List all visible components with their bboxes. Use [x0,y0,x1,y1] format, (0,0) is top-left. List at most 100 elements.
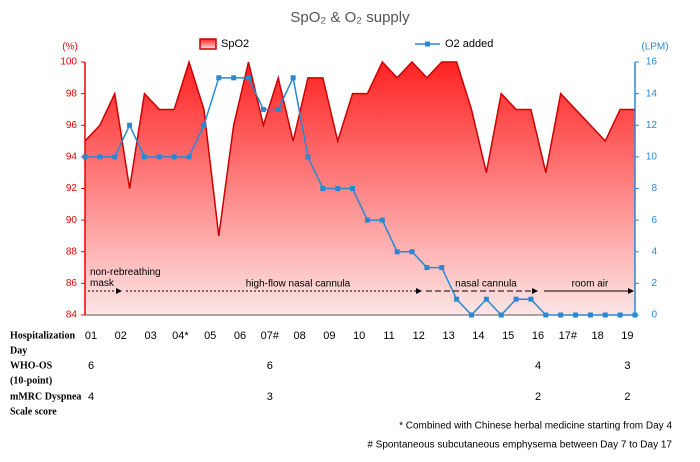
x-tick-label: 10 [353,330,365,342]
arrow-head [628,288,634,294]
y-tick-label: 100 [60,57,77,68]
x-tick-label: 01 [85,330,97,342]
o2-marker [320,186,326,191]
x-tick-label: 13 [442,330,454,342]
x-tick-label: 12 [413,330,425,342]
x-tick-label: 15 [502,330,514,342]
x-tick-label: 11 [383,330,394,342]
row-label: Hospitalization [10,330,75,341]
o2-marker [112,154,118,160]
x-tick-label: 16 [532,330,544,342]
annotation: non-rebreathing mask [90,267,161,289]
x-tick-label: 19 [621,330,633,342]
table-value: 6 [267,360,273,372]
o2-marker [587,312,593,318]
o2-marker [171,154,177,160]
o2-marker [364,217,370,223]
legend-swatch [425,41,430,47]
o2-marker [483,296,489,302]
arrow-head [532,288,538,294]
y2-tick-label: 6 [651,215,657,226]
arrow-head [116,288,122,294]
o2-marker [350,186,356,191]
y-tick-label: 96 [66,120,78,131]
o2-marker [528,296,534,302]
arrow-head [416,288,422,294]
y2-tick-label: 2 [651,278,657,289]
o2-marker [97,154,103,160]
y-tick-label: 94 [66,152,78,163]
y2-tick-label: 4 [651,246,657,257]
annotation: nasal cannula [455,279,517,290]
x-tick-label: 06 [234,330,246,342]
legend-label: O2 added [445,38,493,50]
o2-marker [454,296,460,302]
y-tick-label: 88 [66,246,78,257]
y2-axis-label: (LPM) [641,42,668,53]
x-tick-label: 04* [172,330,189,342]
o2-marker [186,154,192,160]
o2-marker [409,249,415,255]
y2-tick-label: 8 [651,183,657,194]
legend-label: SpO2 [221,38,249,50]
table-value: 4 [88,391,94,403]
o2-marker [468,312,474,318]
o2-marker [127,122,133,128]
row-label: Day [10,345,27,356]
o2-marker [573,312,579,318]
o2-marker [439,265,445,271]
o2-marker [513,296,519,302]
annotation: room air [572,279,609,290]
o2-marker [632,312,638,318]
table-value: 3 [624,360,630,372]
row-label: Scale score [10,406,57,417]
y-tick-label: 92 [66,183,78,194]
x-tick-label: 18 [591,330,603,342]
o2-marker [558,312,564,318]
spo2-area [85,62,635,315]
table-value: 6 [88,360,94,372]
y2-tick-label: 10 [646,152,658,163]
o2-marker [260,106,266,112]
o2-marker [216,75,222,81]
x-tick-label: 09 [323,330,335,342]
y-tick-label: 90 [66,215,78,226]
o2-marker [424,265,430,271]
o2-marker [141,154,147,160]
table-value: 2 [535,391,541,403]
y2-tick-label: 12 [646,120,658,131]
table-value: 4 [535,360,541,372]
x-tick-label: 08 [293,330,305,342]
x-tick-label: 07# [261,330,280,342]
x-tick-label: 14 [472,330,484,342]
x-tick-label: 17# [559,330,578,342]
y-axis-label: (%) [62,42,78,53]
row-label: WHO-OS [10,360,53,371]
o2-marker [231,75,237,81]
o2-marker [156,154,162,160]
y2-tick-label: 16 [646,57,658,68]
o2-marker [498,312,504,318]
o2-marker [246,75,252,81]
spo2-line [84,59,635,237]
o2-marker [394,249,400,255]
o2-marker [543,312,549,318]
x-tick-label: 02 [115,330,127,342]
x-tick-label: 03 [144,330,156,342]
y2-tick-label: 0 [651,310,657,321]
o2-marker [201,122,207,128]
chart-title: SpO₂ & O₂ supply [290,9,410,26]
y2-tick-label: 14 [646,88,658,99]
footnote: # Spontaneous subcutaneous emphysema bet… [367,440,672,451]
table-value: 3 [267,391,273,403]
y-tick-label: 86 [66,278,78,289]
footnote: * Combined with Chinese herbal medicine … [399,421,672,432]
row-label: (10-point) [10,375,52,386]
legend-swatch [199,38,217,50]
o2-marker [617,312,623,318]
o2-marker [305,154,311,160]
y-tick-label: 98 [66,88,78,99]
table-value: 2 [624,391,630,403]
o2-marker [275,106,281,112]
